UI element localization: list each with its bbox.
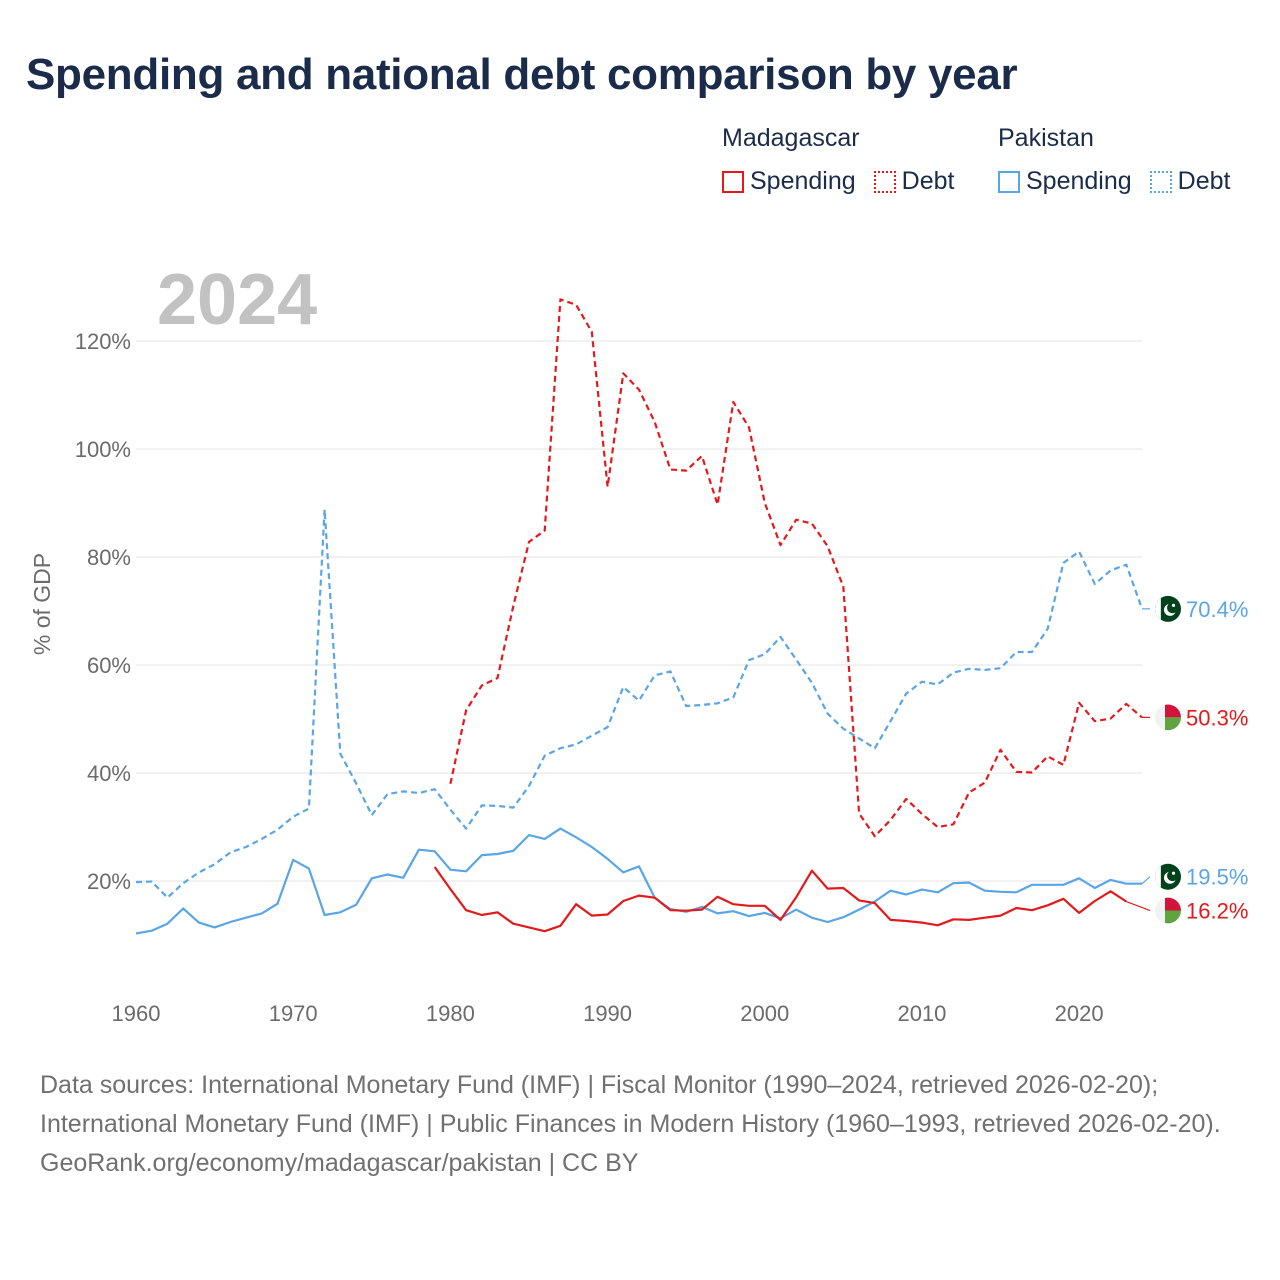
gridlines — [136, 340, 1142, 882]
legend-swatch-solid — [998, 170, 1020, 193]
end-leader — [1126, 900, 1151, 912]
line-chart: 2024 20%40%60%80%100%120% 1960 1970 1980 19… — [29, 260, 1248, 1026]
y-tick-label: 60% — [87, 653, 131, 678]
end-value-label: 16.2% — [1186, 899, 1248, 924]
legend-pakistan-debt[interactable]: Debt — [1149, 167, 1231, 196]
credit-line[interactable]: GeoRank.org/economy/madagascar/pakistan … — [40, 1149, 639, 1177]
flag-madagascar-icon — [1155, 897, 1181, 924]
y-tick-label: 120% — [75, 329, 131, 354]
y-tick-label: 20% — [87, 869, 131, 894]
legend-madagascar-debt[interactable]: Debt — [873, 167, 955, 196]
legend-swatch-dotted — [873, 170, 896, 193]
y-tick-label: 100% — [75, 437, 131, 462]
footer: Data sources: International Monetary Fun… — [40, 1066, 1240, 1183]
x-tick-label: 2020 — [1055, 1001, 1104, 1026]
data-sources: Data sources: International Monetary Fun… — [40, 1071, 1221, 1138]
flag-pakistan-icon — [1155, 863, 1181, 890]
legend-label: Spending — [1026, 167, 1132, 195]
legend-swatch-solid — [722, 170, 744, 193]
y-axis-label: % of GDP — [29, 553, 55, 655]
flag-madagascar-icon — [1155, 704, 1181, 731]
legend-group-pakistan: Pakistan Spending Debt — [998, 124, 1230, 196]
series-line-pakistan-spending[interactable] — [135, 827, 1142, 935]
y-tick-label: 40% — [87, 761, 131, 786]
series-lines — [135, 298, 1144, 935]
chart-title: Spending and national debt comparison by… — [26, 50, 1018, 99]
series-line-madagascar-debt[interactable] — [449, 298, 1143, 838]
legend-group-name: Madagascar — [722, 124, 860, 152]
legend-label: Spending — [750, 167, 856, 195]
legend-label: Debt — [1177, 167, 1231, 195]
x-axis-ticks: 1960 1970 1980 1990 2000 2010 2020 — [112, 1001, 1104, 1026]
legend-swatch-dotted — [1149, 170, 1172, 193]
series-line-madagascar-spending[interactable] — [433, 866, 1127, 933]
series-end-labels: 70.4% 50.3% 19.5% 16.2% — [1126, 595, 1248, 924]
legend-label: Debt — [901, 167, 955, 195]
end-value-label: 19.5% — [1186, 865, 1248, 890]
series-line-pakistan-debt[interactable] — [135, 508, 1144, 899]
legend-group-madagascar: Madagascar Spending Debt — [722, 124, 954, 196]
x-tick-label: 1990 — [583, 1001, 632, 1026]
x-tick-label: 1970 — [269, 1001, 318, 1026]
y-axis-ticks: 20% 40% 60% 80% 100% 120% — [75, 329, 131, 894]
x-tick-label: 1960 — [112, 1001, 161, 1026]
legend-madagascar-spending[interactable]: Spending — [722, 167, 856, 196]
end-value-label: 50.3% — [1186, 705, 1248, 730]
end-value-label: 70.4% — [1186, 597, 1248, 622]
legend-group-name: Pakistan — [998, 124, 1094, 152]
x-tick-label: 2010 — [897, 1001, 946, 1026]
year-watermark: 2024 — [157, 260, 317, 340]
y-tick-label: 80% — [87, 545, 131, 570]
x-tick-label: 2000 — [740, 1001, 789, 1026]
flag-pakistan-icon — [1155, 595, 1181, 622]
end-leader — [1141, 876, 1151, 885]
x-tick-label: 1980 — [426, 1001, 475, 1026]
legend-pakistan-spending[interactable]: Spending — [998, 167, 1132, 196]
